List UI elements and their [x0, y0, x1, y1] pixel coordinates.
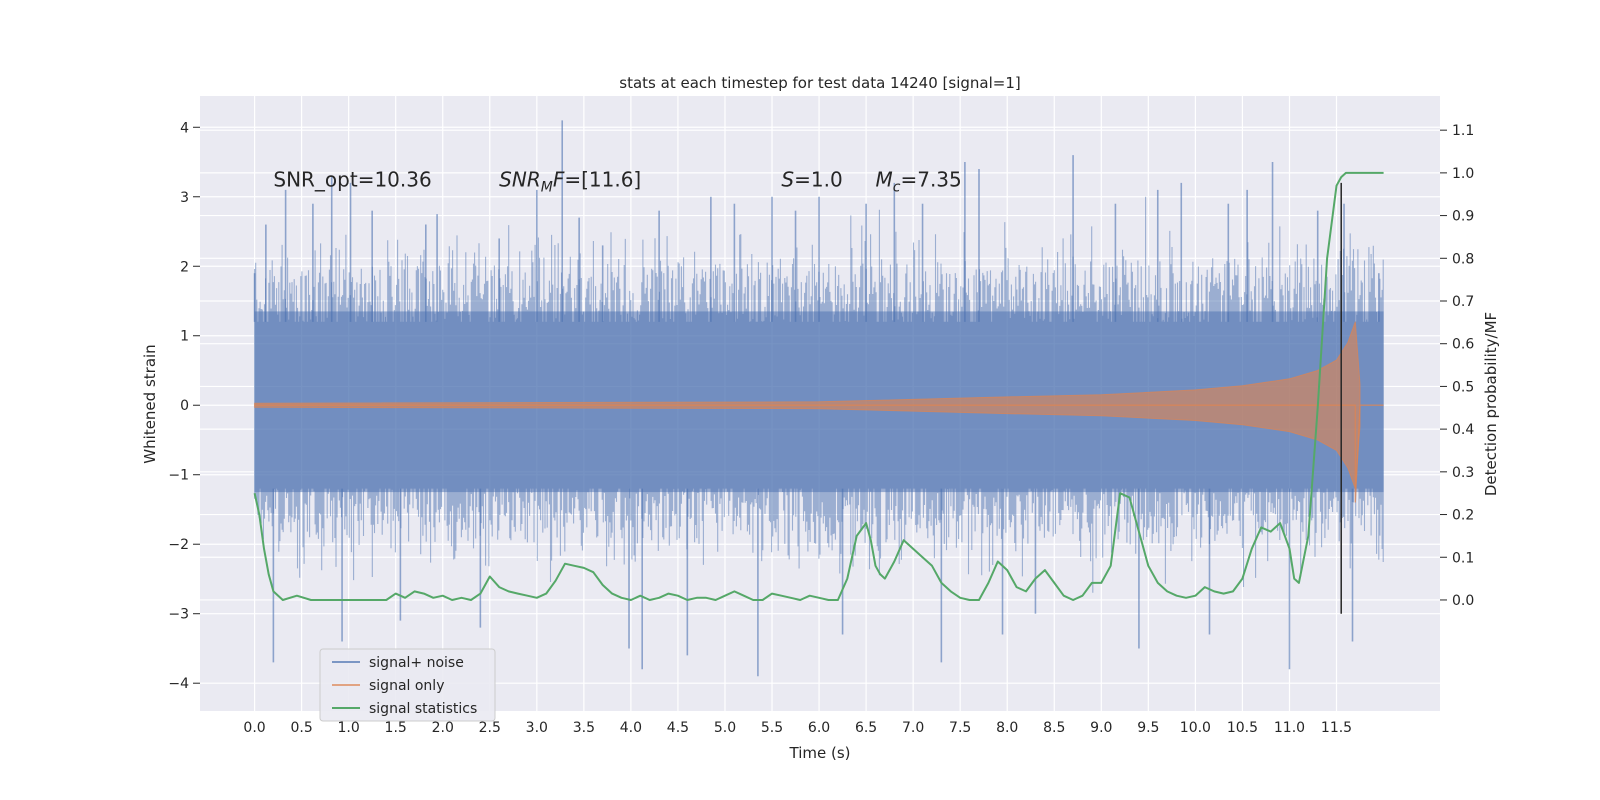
annotation-mc: Mc=7.35	[876, 167, 962, 195]
y2-tick-label: 0.5	[1452, 379, 1474, 395]
y2-tick-label: 1.1	[1452, 123, 1474, 139]
y2-tick-label: 0.4	[1452, 422, 1474, 438]
x-tick-label: 9.5	[1137, 720, 1159, 736]
y2-tick-label: 0.6	[1452, 337, 1474, 353]
annotation-italic_lead: S=1.0	[781, 167, 842, 191]
y2-ticks: 0.0 0.1 0.2 0.3 0.4 0.5 0.6 0.7 0.8 0.9 1.0 1.1	[1440, 123, 1474, 609]
x-tick-label: 3.0	[526, 720, 548, 736]
x-tick-label: 1.5	[385, 720, 407, 736]
series-signal-statistics	[253, 171, 1384, 601]
annotation-base: M	[876, 167, 893, 191]
legend: signal+ noise signal only signal statist…	[319, 648, 496, 722]
y-tick-label: −2	[168, 537, 189, 553]
y2-tick-label: 0.7	[1452, 294, 1474, 310]
y-tick-label: 0	[180, 398, 189, 414]
y-tick-label: 1	[180, 329, 189, 345]
annotation-value: =[11.6]	[564, 167, 641, 191]
annotations: SNR_opt=10.36 SNRMF=[11.6] S=1.0 Mc=7.35	[273, 167, 961, 195]
y-tick-label: 3	[180, 190, 189, 206]
annotation-snr_mf: SNRMF=[11.6]	[499, 167, 641, 195]
x-tick-label: 10.5	[1227, 720, 1258, 736]
annotation-plain: SNR_opt=10.36	[273, 167, 431, 191]
x-tick-label: 5.0	[714, 720, 736, 736]
x-tick-label: 3.5	[573, 720, 595, 736]
y-tick-label: −3	[168, 607, 189, 623]
x-tick-label: 9.0	[1090, 720, 1112, 736]
x-tick-label: 2.0	[432, 720, 454, 736]
annotation-rest: F	[553, 167, 565, 191]
x-tick-label: 11.5	[1321, 720, 1352, 736]
chart-title: stats at each timestep for test data 142…	[619, 74, 1020, 92]
y2-tick-label: 0.0	[1452, 593, 1474, 609]
annotation-rest: =7.35	[900, 167, 961, 191]
y-tick-label: 2	[180, 259, 189, 275]
x-ticks: 0.0 0.5 1.0 1.5 2.0 2.5 3.0 3.5 4.0 4.5 5.0 5.5 6.0 6…	[243, 720, 1352, 736]
annotation-subscript: c	[893, 179, 901, 195]
y2-tick-label: 0.2	[1452, 508, 1474, 524]
y2-tick-label: 0.8	[1452, 251, 1474, 267]
y-tick-label: −1	[168, 468, 189, 484]
y-ticks: −4 −3 −2 −1 0 1 2 3 4	[168, 120, 200, 692]
x-tick-label: 6.0	[808, 720, 830, 736]
x-tick-label: 8.0	[996, 720, 1018, 736]
x-tick-label: 8.5	[1043, 720, 1065, 736]
y2-tick-label: 0.3	[1452, 465, 1474, 481]
y2-tick-label: 1.0	[1452, 166, 1474, 182]
x-tick-label: 5.5	[761, 720, 783, 736]
plot-layer	[253, 120, 1384, 677]
annotation-rest: =1.0	[794, 167, 843, 191]
y-tick-label: −4	[168, 676, 189, 692]
annotation-subscript: M	[541, 179, 553, 195]
annotation-base: SNR	[499, 167, 541, 191]
y2-axis-label: Detection probability/MF	[1482, 312, 1500, 496]
x-tick-label: 0.0	[243, 720, 265, 736]
y-tick-label: 4	[180, 120, 189, 136]
x-tick-label: 2.5	[479, 720, 501, 736]
legend-label-signal-only: signal only	[369, 678, 444, 694]
y2-tick-label: 0.9	[1452, 209, 1474, 225]
chirp-trace	[254, 404, 1384, 503]
legend-box	[319, 648, 496, 722]
x-tick-label: 1.0	[338, 720, 360, 736]
x-axis-label: Time (s)	[789, 744, 851, 762]
x-tick-label: 11.0	[1274, 720, 1305, 736]
x-tick-label: 6.5	[855, 720, 877, 736]
y-axis-label: Whitened strain	[141, 344, 159, 463]
x-tick-label: 7.5	[949, 720, 971, 736]
x-tick-label: 0.5	[290, 720, 312, 736]
legend-label-signal-noise: signal+ noise	[369, 655, 464, 671]
series-signal-only	[254, 321, 1384, 503]
x-tick-label: 7.0	[902, 720, 924, 736]
x-tick-label: 4.5	[667, 720, 689, 736]
x-tick-label: 10.0	[1180, 720, 1211, 736]
legend-label-signal-statistics: signal statistics	[369, 701, 477, 717]
annotation-italic: S	[781, 167, 794, 191]
x-tick-label: 4.0	[620, 720, 642, 736]
y2-tick-label: 0.1	[1452, 550, 1474, 566]
